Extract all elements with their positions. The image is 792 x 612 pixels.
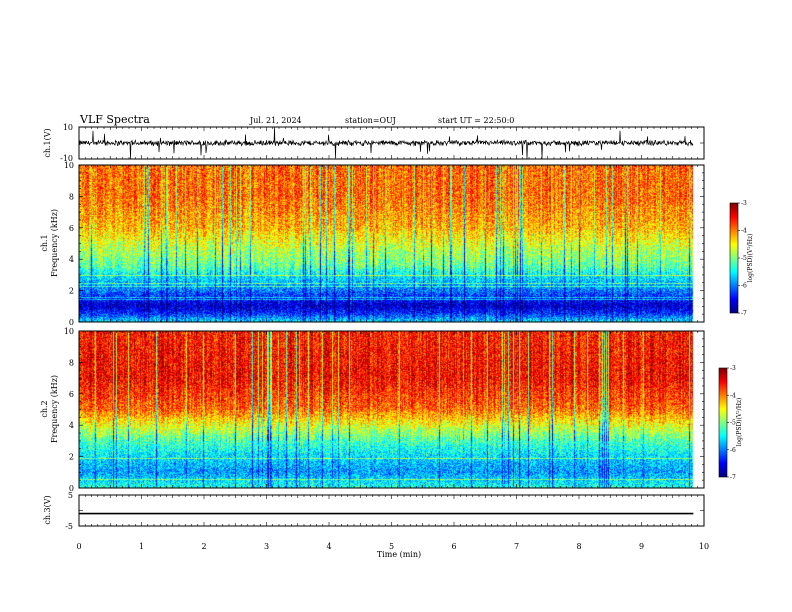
ch3-ytick-label: -5: [65, 522, 73, 531]
ch1-waveform-line: [78, 127, 694, 159]
ch1-spectrogram-heatmap: [79, 165, 704, 322]
ch1-waveform-ticks: [78, 126, 705, 160]
y-tick-label: 2: [69, 453, 74, 462]
colorbar-tick-label: -3: [730, 365, 736, 372]
y-tick-label: 4: [69, 255, 74, 264]
ch1-ytick-label-top: 10: [63, 123, 73, 132]
colorbar-tick-label: -7: [730, 474, 736, 481]
x-tick-label: 3: [264, 542, 269, 551]
ch3-ytick-labels: -5 5: [65, 491, 73, 531]
ch2-colorbar-gradient: [719, 368, 727, 477]
y-tick-label: 2: [69, 287, 74, 296]
ch1-spectrogram-ticks: [78, 164, 705, 323]
y-tick-label: 6: [69, 224, 74, 233]
ch2-colorbar-ticks: -3 -4 -5 -6 -7: [727, 365, 736, 481]
ch3-waveform-ylabel: ch.3(V): [43, 495, 52, 524]
x-axis-title: Time (min): [377, 550, 421, 559]
y-tick-label: 10: [64, 161, 74, 170]
x-tick-label: 1: [139, 542, 144, 551]
ch2-spectrogram-heatmap: [79, 331, 704, 488]
colorbar-tick-label: -7: [741, 310, 747, 317]
colorbar-tick-label: -6: [741, 283, 747, 290]
colorbar-tick-label: -5: [741, 255, 747, 262]
ch1-waveform-ylabel: ch.1(V): [43, 128, 52, 157]
ch1-waveform-panel: 10 -10 ch.1(V): [43, 123, 705, 163]
colorbar-tick-label: -4: [741, 228, 747, 235]
y-tick-label: 8: [69, 358, 74, 367]
ch1-spectrogram-ytick-labels: 0 2 4 6 8 10: [64, 161, 74, 327]
ch3-waveform-panel: -5 5 ch.3(V): [43, 491, 705, 531]
ch1-colorbar-label: log(PSD)(V²/Hz): [747, 234, 754, 283]
ch1-colorbar-holder: [730, 203, 738, 313]
x-tick-label: 5: [389, 542, 394, 551]
y-tick-label: 6: [69, 390, 74, 399]
start-time-label: start UT = 22:50:0: [438, 116, 514, 125]
figure-title: VLF Spectra: [79, 113, 150, 126]
x-tick-label: 10: [699, 542, 709, 551]
colorbar-tick-label: -3: [741, 200, 747, 207]
x-tick-label: 7: [514, 542, 519, 551]
ch1-spectrogram-panel: 0 2 4 6 8 10 ch.1 Frequency (kHz): [40, 161, 705, 327]
ch2-spectrogram-ytick-labels: 0 2 4 6 8 10: [64, 327, 74, 493]
y-tick-label: 8: [69, 192, 74, 201]
ch1-spectrogram-canvas-holder: [79, 165, 704, 322]
ch2-colorbar-holder: [719, 368, 727, 477]
y-tick-label: 10: [64, 327, 74, 336]
ch2-spectrogram-ticks: [78, 330, 705, 489]
ch1-waveform-trace: [78, 127, 694, 159]
x-tick-label: 2: [201, 542, 206, 551]
figure-header: VLF Spectra Jul. 21, 2024 station=OUJ st…: [79, 113, 514, 126]
ch2-spectrogram-ylabel-frequency: Frequency (kHz): [50, 375, 59, 443]
x-tick-label: 9: [639, 542, 644, 551]
y-tick-label: 0: [69, 318, 74, 327]
ch1-ytick-label-bottom: -10: [60, 154, 73, 163]
ch1-spectrogram-ylabel-frequency: Frequency (kHz): [50, 209, 59, 277]
ch3-waveform-ticks: [78, 494, 705, 527]
x-tick-label: 4: [326, 542, 331, 551]
ch3-ytick-label: 5: [68, 491, 73, 500]
ch1-colorbar: -3 -4 -5 -6 -7 log(PSD)(V²/Hz): [729, 200, 754, 317]
ch1-colorbar-ticks: -3 -4 -5 -6 -7: [738, 200, 747, 317]
ch2-spectrogram-ylabel-channel: ch.2: [40, 400, 49, 417]
x-tick-label: 8: [576, 542, 581, 551]
date-label: Jul. 21, 2024: [249, 116, 302, 125]
ch2-colorbar-label: log(PSD)(V²/Hz): [736, 398, 743, 447]
y-tick-label: 4: [69, 421, 74, 430]
colorbar-tick-label: -4: [730, 392, 736, 399]
x-tick-label: 0: [76, 542, 81, 551]
colorbar-tick-label: -5: [730, 420, 736, 427]
x-tick-label: 6: [451, 542, 456, 551]
ch2-spectrogram-panel: 0 2 4 6 8 10 ch.2 Frequency (kHz): [40, 327, 705, 493]
ch1-spectrogram-ylabel-channel: ch.1: [40, 234, 49, 251]
colorbar-tick-label: -6: [730, 447, 736, 454]
station-label: station=OUJ: [345, 116, 396, 125]
ch2-spectrogram-canvas-holder: [79, 331, 704, 488]
ch1-colorbar-gradient: [730, 203, 738, 313]
ch2-colorbar: -3 -4 -5 -6 -7 log(PSD)(V²/Hz): [718, 365, 743, 481]
y-tick-label: 0: [69, 484, 74, 493]
ch3-waveform-frame: [78, 494, 705, 527]
x-axis-tick-labels: 0 1 2 3 4 5 6 7 8 9 10: [76, 542, 709, 551]
